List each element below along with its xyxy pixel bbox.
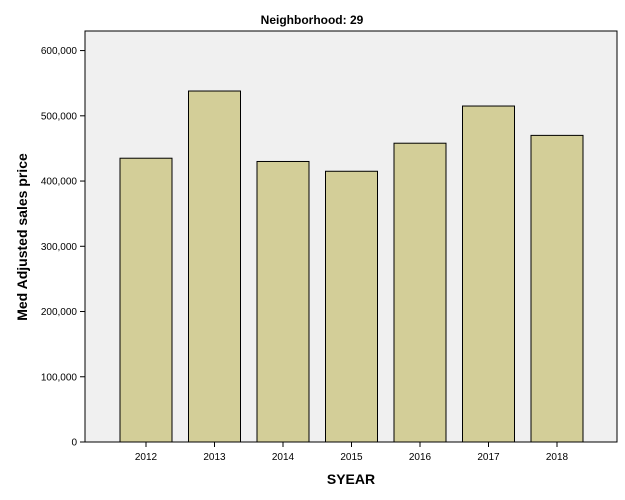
x-tick-label: 2017 xyxy=(477,452,500,463)
bar-2015 xyxy=(325,170,378,443)
x-axis: 2012 2013 2014 2015 2016 2017 2018 xyxy=(135,442,569,463)
bars-group xyxy=(119,90,584,443)
x-tick-label: 2015 xyxy=(340,452,363,463)
x-tick-label: 2012 xyxy=(135,452,158,463)
y-tick-label: 0 xyxy=(71,438,77,449)
bar-2012 xyxy=(119,157,173,443)
x-tick-label: 2013 xyxy=(203,452,226,463)
x-tick-label: 2016 xyxy=(409,452,432,463)
x-tick-label: 2014 xyxy=(272,452,295,463)
bar-2013 xyxy=(188,90,241,443)
chart-title: Neighborhood: 29 xyxy=(261,13,364,27)
y-tick-label: 100,000 xyxy=(41,372,78,383)
x-tick-label: 2018 xyxy=(546,452,569,463)
bar-2017 xyxy=(462,105,515,443)
y-tick-label: 200,000 xyxy=(41,307,78,318)
bar-2018 xyxy=(530,134,584,443)
y-tick-label: 300,000 xyxy=(41,242,78,253)
x-axis-label: SYEAR xyxy=(327,471,375,487)
bar-2016 xyxy=(393,142,447,443)
y-axis-label: Med Adjusted sales price xyxy=(14,153,30,321)
y-tick-label: 400,000 xyxy=(41,177,78,188)
y-tick-label: 600,000 xyxy=(41,46,78,57)
y-axis: 0 100,000 200,000 300,000 400,000 500,000 600,… xyxy=(41,46,85,449)
bar-2014 xyxy=(256,160,310,443)
y-tick-label: 500,000 xyxy=(41,111,78,122)
